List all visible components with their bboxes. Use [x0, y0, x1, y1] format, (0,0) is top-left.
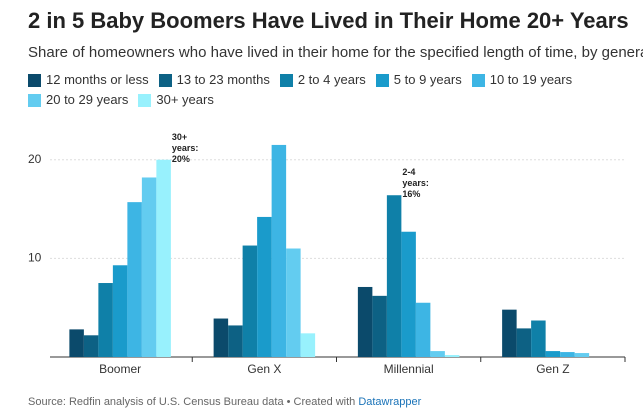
bar	[228, 325, 243, 357]
legend-item: 20 to 29 years	[28, 90, 128, 110]
bar	[444, 355, 460, 357]
chart-subtitle: Share of homeowners who have lived in th…	[28, 44, 643, 61]
annotation: 2-4 years: 16%	[402, 167, 429, 200]
bar	[545, 351, 561, 357]
bar	[300, 333, 316, 357]
bar	[83, 335, 99, 357]
annotation: 30+ years: 20%	[171, 131, 199, 164]
legend-label: 2 to 4 years	[297, 72, 366, 87]
y-tick-label: 20	[28, 152, 42, 166]
legend-item: 10 to 19 years	[471, 70, 573, 90]
bar	[372, 295, 387, 357]
x-tick-label: Boomer	[99, 362, 141, 376]
legend-swatch	[28, 93, 41, 107]
x-tick-label: Gen X	[247, 362, 281, 376]
legend-item: 12 months or less	[28, 70, 149, 90]
x-tick-label: Millennial	[384, 362, 434, 376]
bar	[574, 353, 590, 357]
bar	[502, 309, 517, 357]
legend-label: 30+ years	[156, 92, 214, 107]
legend-item: 2 to 4 years	[279, 70, 366, 90]
legend-swatch	[138, 93, 152, 107]
credit-link[interactable]: Datawrapper	[358, 396, 422, 408]
bar	[127, 202, 142, 357]
bar	[386, 195, 402, 357]
legend-item: 5 to 9 years	[375, 70, 462, 90]
bar	[560, 352, 575, 357]
legend-label: 12 months or less	[46, 72, 149, 87]
bar	[430, 351, 445, 357]
chart-title: 2 in 5 Baby Boomers Have Lived in Their …	[28, 8, 629, 33]
bar	[112, 265, 128, 357]
bar	[141, 177, 157, 357]
bar	[357, 286, 373, 357]
legend-swatch	[158, 73, 172, 87]
bar	[213, 318, 229, 357]
bar	[516, 328, 532, 357]
bar	[531, 320, 546, 357]
footer: Source: Redfin analysis of U.S. Census B…	[28, 396, 421, 408]
bar	[98, 283, 113, 357]
legend: 12 months or less 13 to 23 months 2 to 4 y…	[28, 70, 628, 110]
bar	[286, 248, 301, 357]
legend-swatch	[375, 73, 389, 87]
legend-label: 10 to 19 years	[489, 72, 573, 87]
source: Source: Redfin analysis of U.S. Census B…	[28, 396, 356, 408]
bar	[156, 159, 171, 357]
legend-item: 30+ years	[138, 90, 214, 110]
bar	[271, 144, 287, 357]
legend-label: 5 to 9 years	[393, 72, 462, 87]
legend-swatch	[471, 73, 485, 87]
bar	[242, 245, 258, 357]
bar	[401, 231, 416, 357]
legend-label: 13 to 23 months	[176, 72, 270, 87]
legend-swatch	[279, 73, 293, 87]
y-tick-label: 10	[28, 251, 42, 265]
legend-swatch	[28, 73, 41, 87]
legend-item: 13 to 23 months	[158, 70, 270, 90]
legend-label: 20 to 29 years	[46, 92, 129, 107]
x-tick-label: Gen Z	[536, 362, 569, 376]
bar	[69, 329, 84, 357]
bar	[415, 302, 431, 357]
bar	[257, 216, 272, 357]
